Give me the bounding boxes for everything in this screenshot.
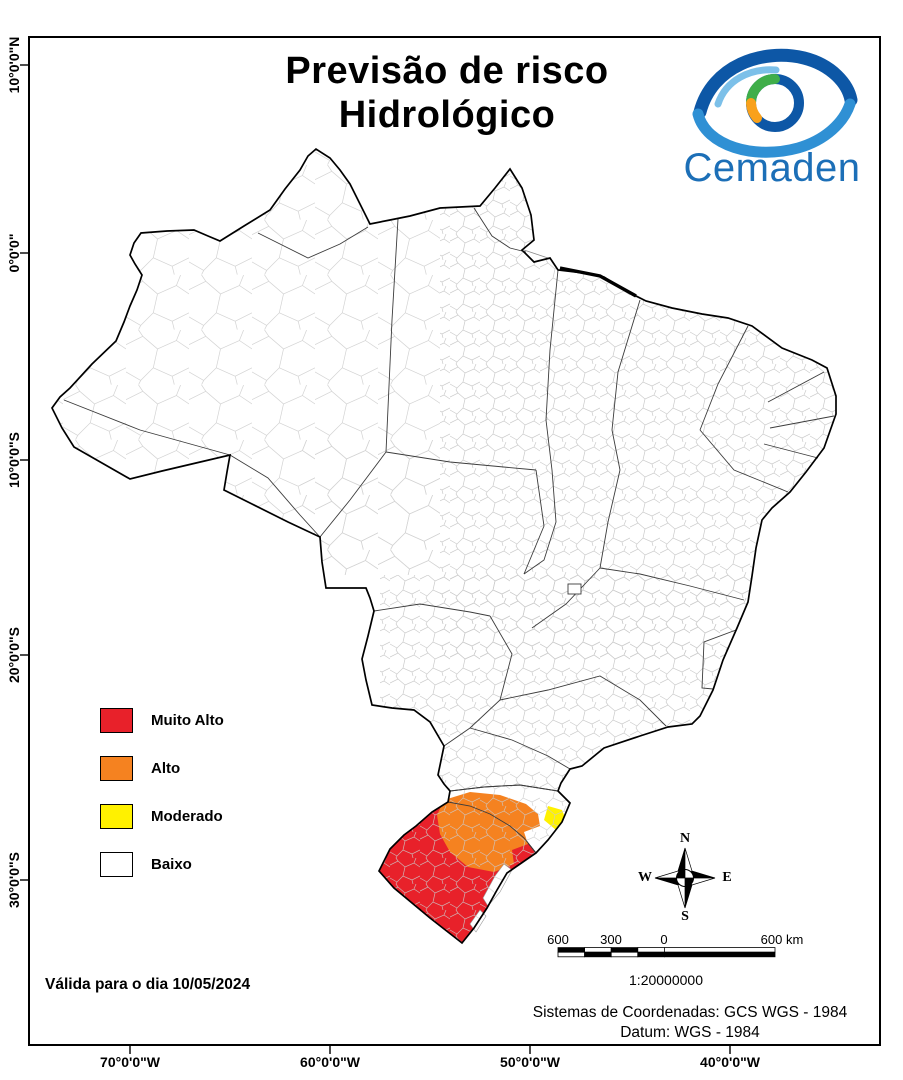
scale-label-600-km: 600 km (760, 932, 804, 947)
compass-label-south: S (681, 909, 689, 924)
legend-label-alto: Alto (151, 760, 181, 777)
compass-label-north: N (679, 831, 691, 846)
legend-item-alto: Alto (100, 756, 224, 781)
compass-rose-icon (654, 847, 716, 909)
lon-label-50w: 50°0'0"W (500, 1054, 560, 1070)
map-title-line2: Hidrológico (338, 93, 556, 136)
legend-label-muito-alto: Muito Alto (151, 712, 224, 729)
lon-label-70w: 70°0'0"W (100, 1054, 160, 1070)
lat-label-10n: 10°0'0"N (6, 36, 22, 94)
lat-label-0: 0°0'0" (6, 233, 22, 273)
map-title-line1: Previsão de risco (285, 50, 609, 92)
brazil-outline (51, 147, 837, 945)
legend-swatch-baixo (100, 852, 133, 877)
legend-swatch-alto (100, 756, 133, 781)
amazon-channel (523, 249, 549, 259)
scale-label-0: 0 (660, 932, 668, 947)
datum-text: Datum: WGS - 1984 (620, 1024, 760, 1041)
coord-system-text: Sistemas de Coordenadas: GCS WGS - 1984 (532, 1004, 848, 1021)
lat-label-10s: 10°0'0"S (6, 431, 22, 489)
legend-swatch-moderado (100, 804, 133, 829)
legend-item-baixo: Baixo (100, 852, 224, 877)
cemaden-logo-icon (692, 48, 858, 158)
cemaden-logo-text: Cemaden (683, 146, 861, 190)
legend-label-baixo: Baixo (151, 856, 192, 873)
scale-label-300: 300 (600, 932, 622, 947)
compass-label-west: W (638, 870, 652, 885)
lat-label-30s: 30°0'0"S (6, 851, 22, 909)
frame-ticks (20, 64, 731, 1054)
scale-ratio: 1:20000000 (629, 972, 703, 988)
distrito-federal (567, 583, 582, 595)
scale-label-600-left: 600 (547, 932, 569, 947)
validity-date: Válida para o dia 10/05/2024 (45, 976, 251, 993)
map-title: Previsão de risco Hidrológico (285, 50, 608, 137)
lon-label-40w: 40°0'0"W (700, 1054, 760, 1070)
state-borders (63, 207, 835, 854)
lat-label-20s: 20°0'0"S (6, 626, 22, 684)
lon-label-60w: 60°0'0"W (300, 1054, 360, 1070)
map-frame (28, 36, 881, 1046)
compass-label-east: E (722, 870, 732, 885)
legend-item-muito-alto: Muito Alto (100, 708, 224, 733)
risk-legend: Muito Alto Alto Moderado Baixo (100, 708, 224, 900)
legend-label-moderado: Moderado (151, 808, 223, 825)
legend-item-moderado: Moderado (100, 804, 224, 829)
scale-bar (557, 947, 776, 958)
legend-swatch-muito-alto (100, 708, 133, 733)
